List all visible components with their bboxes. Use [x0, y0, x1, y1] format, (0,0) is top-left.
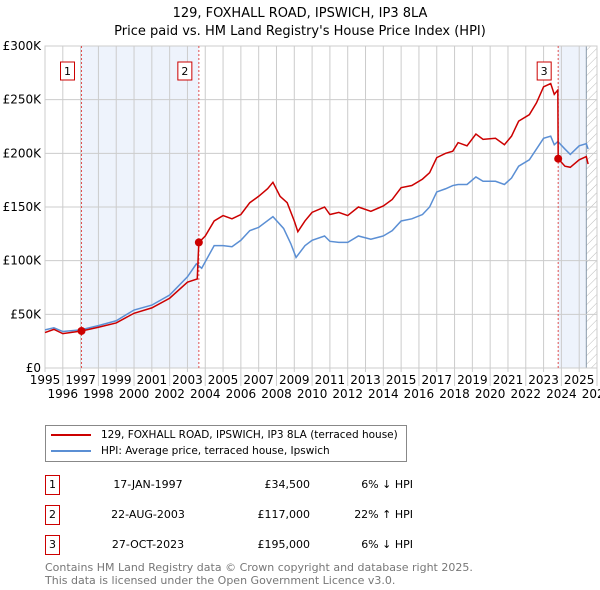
x-tick-label: 2011: [315, 373, 346, 387]
sale-label: 3: [541, 65, 548, 78]
sale-row: 3 27-OCT-2023 £195,000 6% ↓ HPI: [45, 535, 445, 555]
x-tick-label: 1998: [83, 387, 114, 401]
x-tick-label: 2020: [475, 387, 506, 401]
sale-date: 22-AUG-2003: [111, 508, 185, 521]
x-tick-label: 2026: [582, 387, 600, 401]
x-tick-label: 2013: [350, 373, 381, 387]
sale-price: £34,500: [264, 478, 311, 491]
x-tick-label: 2001: [137, 373, 168, 387]
x-tick-label: 1995: [30, 373, 61, 387]
legend-swatch-red: [51, 434, 91, 436]
legend-label: 129, FOXHALL ROAD, IPSWICH, IP3 8LA (ter…: [101, 429, 398, 441]
sale-label: 2: [181, 65, 188, 78]
y-tick-label: £250K: [3, 93, 43, 107]
y-tick-label: £200K: [3, 146, 43, 160]
x-tick-label: 2023: [528, 373, 559, 387]
x-tick-label: 2024: [546, 387, 577, 401]
plot-border: [44, 45, 598, 369]
sale-marker-label: 2: [45, 505, 60, 525]
sale-marker-label: 3: [45, 535, 60, 555]
legend-item-property: 129, FOXHALL ROAD, IPSWICH, IP3 8LA (ter…: [51, 429, 398, 441]
footer-copyright: Contains HM Land Registry data © Crown c…: [45, 561, 473, 574]
x-tick-label: 2005: [208, 373, 239, 387]
x-tick-label: 1997: [65, 373, 96, 387]
x-tick-label: 1996: [48, 387, 79, 401]
chart-title: 129, FOXHALL ROAD, IPSWICH, IP3 8LA Pric…: [0, 5, 600, 41]
sale-point: [194, 238, 203, 247]
sale-point: [77, 326, 86, 335]
y-tick-label: £300K: [3, 39, 43, 53]
x-tick-label: 2002: [154, 387, 185, 401]
x-tick-label: 1999: [101, 373, 132, 387]
y-tick-label: £50K: [10, 307, 42, 321]
sale-price: £117,000: [257, 508, 311, 521]
sale-label-box: [60, 61, 76, 81]
y-tick-label: £100K: [3, 254, 43, 268]
legend-item-hpi: HPI: Average price, terraced house, Ipsw…: [51, 445, 330, 457]
sale-point: [554, 154, 563, 163]
sale-row: 1 17-JAN-1997 £34,500 6% ↓ HPI: [45, 475, 445, 495]
sale-hpi-diff: 6% ↓ HPI: [361, 538, 413, 551]
legend: 129, FOXHALL ROAD, IPSWICH, IP3 8LA (ter…: [45, 425, 407, 462]
x-tick-label: 2012: [332, 387, 363, 401]
sale-label-box: [177, 61, 193, 81]
x-tick-label: 2017: [421, 373, 452, 387]
x-tick-label: 2015: [386, 373, 417, 387]
sale-hpi-diff: 22% ↑ HPI: [354, 508, 413, 521]
sale-label-box: [536, 61, 552, 81]
title-line-1: 129, FOXHALL ROAD, IPSWICH, IP3 8LA: [172, 6, 428, 21]
title-line-2: Price paid vs. HM Land Registry's House …: [114, 24, 486, 39]
x-tick-label: 2004: [190, 387, 221, 401]
x-tick-label: 2010: [297, 387, 328, 401]
x-tick-label: 2019: [457, 373, 488, 387]
price-chart: 1995199619971998199920002001200220032004…: [3, 39, 600, 401]
legend-swatch-blue: [51, 450, 91, 452]
footer-licence: This data is licensed under the Open Gov…: [45, 574, 396, 587]
sale-date: 27-OCT-2023: [111, 538, 185, 551]
x-tick-label: 2018: [439, 387, 470, 401]
x-tick-label: 2008: [261, 387, 292, 401]
x-tick-label: 2021: [493, 373, 524, 387]
x-tick-label: 2022: [511, 387, 542, 401]
x-tick-label: 2016: [404, 387, 435, 401]
footer: Contains HM Land Registry data © Crown c…: [45, 561, 473, 587]
y-tick-label: £0: [26, 361, 41, 375]
sale-price: £195,000: [257, 538, 311, 551]
price-paid-line: [44, 82, 589, 335]
x-tick-label: 2000: [119, 387, 150, 401]
x-tick-label: 2025: [564, 373, 595, 387]
sale-row: 2 22-AUG-2003 £117,000 22% ↑ HPI: [45, 505, 445, 525]
sale-marker-label: 1: [45, 475, 60, 495]
x-tick-label: 2007: [243, 373, 274, 387]
sale-hpi-diff: 6% ↓ HPI: [361, 478, 413, 491]
x-tick-label: 2003: [172, 373, 203, 387]
sale-label: 1: [64, 65, 71, 78]
x-tick-label: 2009: [279, 373, 310, 387]
x-tick-label: 2006: [226, 387, 257, 401]
y-tick-label: £150K: [3, 200, 43, 214]
sale-date: 17-JAN-1997: [113, 478, 183, 491]
hpi-line: [44, 135, 589, 333]
legend-label: HPI: Average price, terraced house, Ipsw…: [101, 445, 330, 457]
x-tick-label: 2014: [368, 387, 399, 401]
